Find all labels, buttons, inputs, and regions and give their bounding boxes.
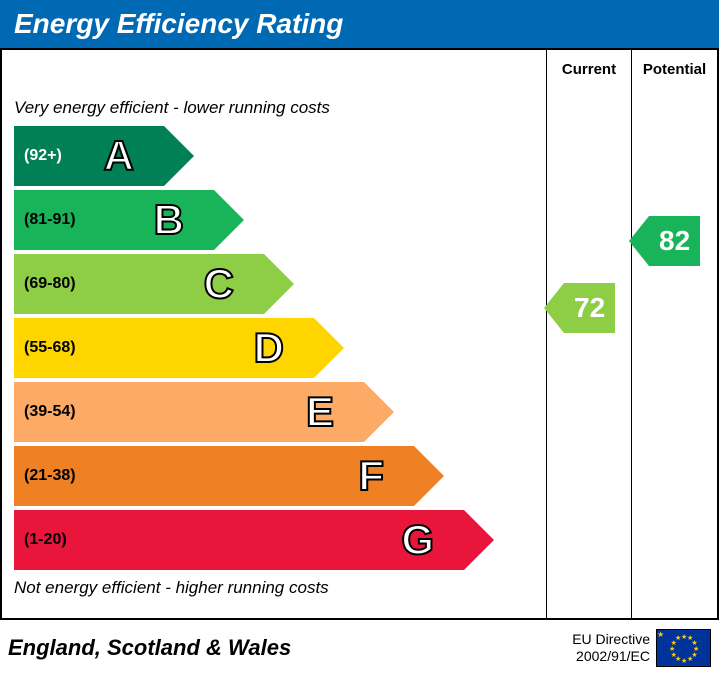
- band-b: (81-91) B: [14, 190, 546, 250]
- band-g: (1-20) G: [14, 510, 546, 570]
- current-column: 72: [547, 88, 632, 618]
- band-a: (92+) A: [14, 126, 546, 186]
- band-letter: G: [401, 516, 434, 564]
- band-letter: C: [204, 260, 234, 308]
- header-current: Current: [547, 50, 632, 88]
- band-bar: (1-20) G: [14, 510, 464, 570]
- band-letter: F: [358, 452, 384, 500]
- band-bar: (39-54) E: [14, 382, 364, 442]
- bands-column: Very energy efficient - lower running co…: [2, 88, 547, 618]
- pointer-arrow: [629, 216, 649, 266]
- pointer-arrow: [544, 283, 564, 333]
- current-value: 72: [564, 283, 615, 333]
- band-letter: A: [104, 132, 134, 180]
- chart-title: Energy Efficiency Rating: [14, 8, 343, 39]
- band-f: (21-38) F: [14, 446, 546, 506]
- current-pointer: 72: [544, 283, 615, 333]
- band-bar: (69-80) C: [14, 254, 264, 314]
- eu-flag-icon: ★★★★★★★★★★★★: [656, 629, 711, 667]
- band-letter: B: [154, 196, 184, 244]
- band-range: (81-91): [24, 211, 76, 229]
- footer: England, Scotland & Wales EU Directive 2…: [0, 620, 719, 675]
- potential-pointer: 82: [629, 216, 700, 266]
- header-potential: Potential: [632, 50, 717, 88]
- epc-chart: Energy Efficiency Rating Current Potenti…: [0, 0, 719, 675]
- bottom-note: Not energy efficient - higher running co…: [2, 574, 546, 602]
- bands-container: (92+) A (81-91) B (69-80) C (55-68) D (39-54) E (2…: [2, 126, 546, 570]
- body-row: Very energy efficient - lower running co…: [2, 88, 717, 618]
- footer-region: England, Scotland & Wales: [8, 635, 291, 661]
- band-range: (55-68): [24, 339, 76, 357]
- band-bar: (55-68) D: [14, 318, 314, 378]
- header-spacer: [2, 50, 547, 88]
- band-range: (39-54): [24, 403, 76, 421]
- band-letter: D: [254, 324, 284, 372]
- band-bar: (21-38) F: [14, 446, 414, 506]
- top-note: Very energy efficient - lower running co…: [2, 94, 546, 122]
- potential-value: 82: [649, 216, 700, 266]
- band-letter: E: [306, 388, 334, 436]
- band-bar: (81-91) B: [14, 190, 214, 250]
- band-range: (1-20): [24, 531, 67, 549]
- band-e: (39-54) E: [14, 382, 546, 442]
- title-bar: Energy Efficiency Rating: [0, 0, 719, 48]
- band-range: (21-38): [24, 467, 76, 485]
- potential-column: 82: [632, 88, 717, 618]
- chart-grid: Current Potential Very energy efficient …: [0, 48, 719, 620]
- band-d: (55-68) D: [14, 318, 546, 378]
- header-row: Current Potential: [2, 50, 717, 88]
- band-range: (69-80): [24, 275, 76, 293]
- band-bar: (92+) A: [14, 126, 164, 186]
- band-range: (92+): [24, 147, 62, 165]
- footer-directive: EU Directive 2002/91/EC ★★★★★★★★★★★★: [572, 629, 711, 667]
- directive-text: EU Directive 2002/91/EC: [572, 631, 650, 665]
- band-c: (69-80) C: [14, 254, 546, 314]
